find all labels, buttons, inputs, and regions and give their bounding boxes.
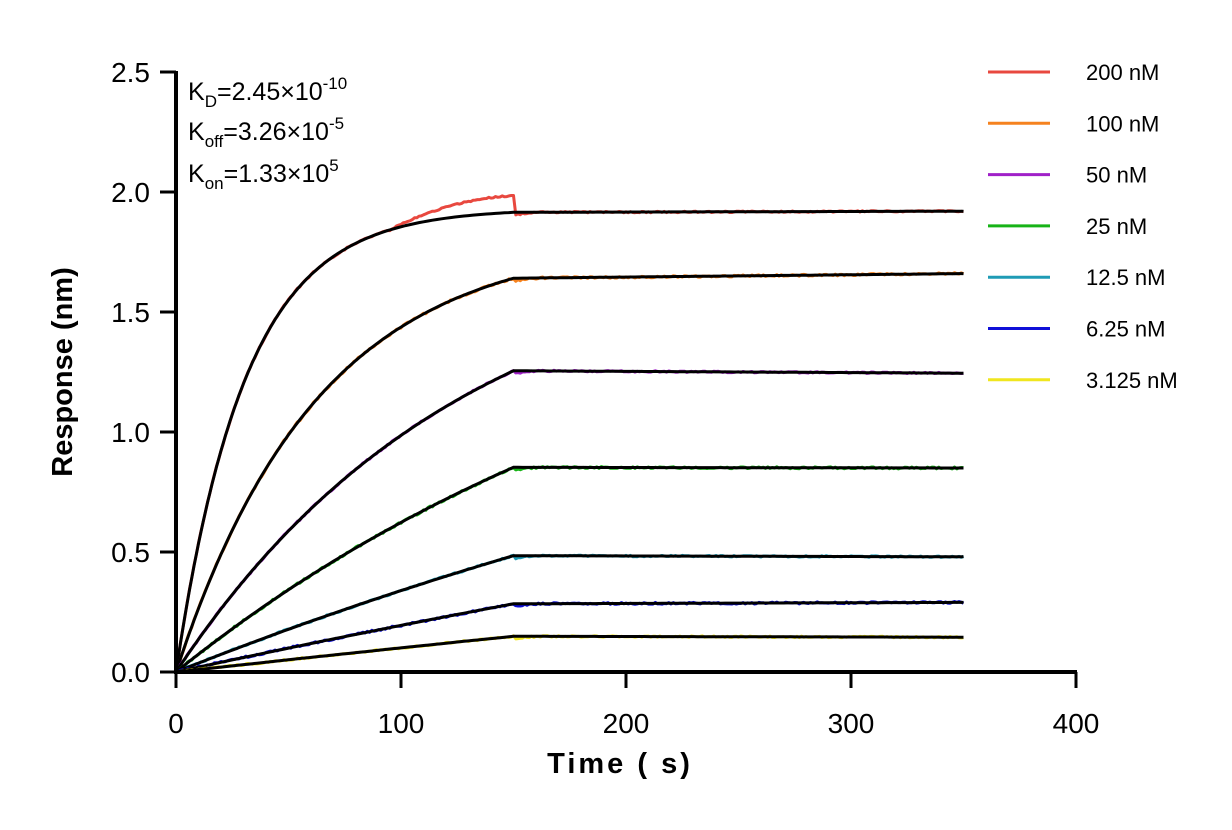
y-tick-label: 0.0 <box>111 657 150 688</box>
fit-line <box>174 272 964 673</box>
fit-line <box>175 634 964 674</box>
fit-line <box>174 209 964 673</box>
y-tick-label: 2.0 <box>111 177 150 208</box>
y-tick-label: 2.5 <box>111 57 150 88</box>
data-layer <box>174 194 965 674</box>
y-tick-label: 1.5 <box>111 297 150 328</box>
x-axis-title: Time ( s) <box>547 748 693 780</box>
x-tick-label: 100 <box>378 708 425 739</box>
x-tick-label: 0 <box>168 708 184 739</box>
fit-line <box>175 554 964 674</box>
legend-label: 100 nM <box>1086 111 1159 136</box>
legend-label: 3.125 nM <box>1086 368 1178 393</box>
legend-label: 25 nM <box>1086 214 1147 239</box>
legend-label: 200 nM <box>1086 60 1159 85</box>
series-line <box>175 465 964 674</box>
series-line <box>174 194 964 673</box>
y-axis-title: Response (nm) <box>47 267 79 476</box>
legend-label: 50 nM <box>1086 163 1147 188</box>
ticks: 0 100 200 300 400 0.0 0.5 1.0 1.5 2.0 2.5 <box>111 57 1099 739</box>
legend: 200 nM 100 nM 50 nM 25 nM 12.5 nM 6.25 nM 3.12… <box>988 60 1178 393</box>
kinetics-annotations: KD=2.45×10-10 Koff=3.26×10-5 Kon=1.33×10… <box>188 74 347 193</box>
fit-line <box>175 465 964 674</box>
y-tick-label: 0.5 <box>111 537 150 568</box>
series-line <box>174 271 965 673</box>
series-line <box>175 553 965 674</box>
fit-line <box>174 369 964 673</box>
legend-label: 12.5 nM <box>1086 265 1166 290</box>
series-line <box>175 634 964 674</box>
x-tick-label: 200 <box>603 708 650 739</box>
kon-annotation: Kon=1.33×105 <box>188 156 339 193</box>
fit-line <box>175 600 964 674</box>
x-tick-label: 300 <box>828 708 875 739</box>
kd-annotation: KD=2.45×10-10 <box>188 74 347 111</box>
legend-label: 6.25 nM <box>1086 317 1166 342</box>
x-tick-label: 400 <box>1053 708 1100 739</box>
y-tick-label: 1.0 <box>111 417 150 448</box>
koff-annotation: Koff=3.26×10-5 <box>188 114 344 151</box>
